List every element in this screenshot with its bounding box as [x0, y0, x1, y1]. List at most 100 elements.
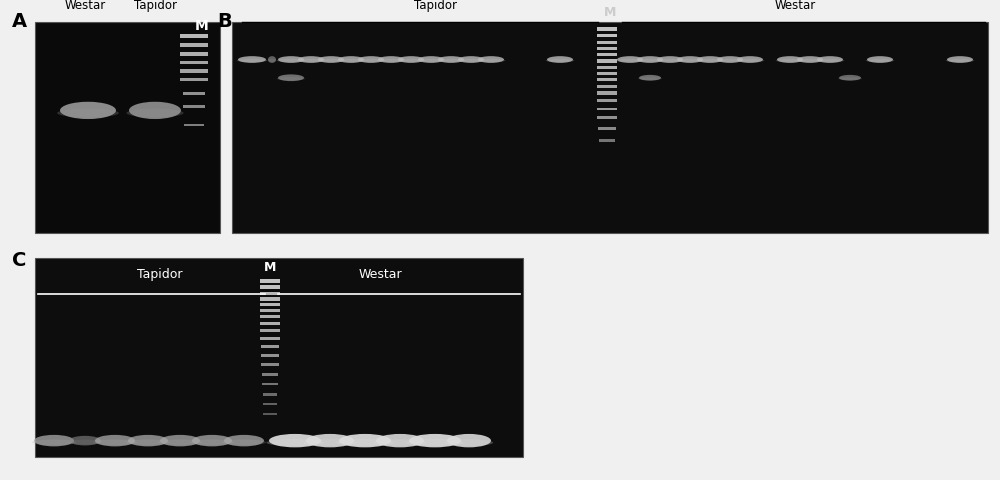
Ellipse shape — [377, 59, 405, 62]
Bar — [260, 285, 280, 288]
Bar — [597, 78, 617, 82]
Ellipse shape — [839, 75, 861, 81]
Ellipse shape — [67, 440, 103, 444]
Bar — [598, 127, 616, 130]
Ellipse shape — [737, 56, 763, 63]
Ellipse shape — [297, 59, 325, 62]
Ellipse shape — [717, 56, 743, 63]
Ellipse shape — [636, 59, 664, 62]
Ellipse shape — [796, 59, 824, 62]
Text: Tapidor: Tapidor — [414, 0, 456, 12]
Bar — [597, 65, 617, 69]
Ellipse shape — [696, 59, 724, 62]
Bar — [597, 116, 617, 119]
Bar — [260, 322, 280, 325]
Ellipse shape — [358, 56, 384, 63]
Ellipse shape — [817, 56, 843, 63]
Ellipse shape — [445, 439, 493, 446]
Bar — [180, 69, 208, 72]
Text: M: M — [195, 19, 209, 33]
Bar — [261, 345, 279, 348]
Text: A: A — [12, 12, 27, 31]
Ellipse shape — [222, 440, 266, 445]
Ellipse shape — [378, 56, 404, 63]
Ellipse shape — [338, 56, 364, 63]
Ellipse shape — [409, 434, 461, 447]
Ellipse shape — [306, 434, 354, 447]
Ellipse shape — [736, 59, 764, 62]
Ellipse shape — [304, 439, 356, 446]
Bar — [35, 22, 220, 233]
Ellipse shape — [477, 59, 505, 62]
Ellipse shape — [776, 59, 804, 62]
Bar — [180, 43, 208, 47]
Ellipse shape — [656, 59, 684, 62]
Text: Tapidor: Tapidor — [134, 0, 176, 12]
Bar — [597, 91, 617, 95]
Ellipse shape — [398, 56, 424, 63]
Ellipse shape — [437, 59, 465, 62]
Bar — [597, 34, 617, 37]
Bar — [180, 60, 208, 64]
Ellipse shape — [269, 434, 321, 447]
Ellipse shape — [268, 56, 276, 63]
Ellipse shape — [95, 435, 135, 446]
Bar — [597, 108, 617, 110]
Text: M: M — [264, 261, 276, 274]
Ellipse shape — [278, 74, 304, 81]
Ellipse shape — [357, 59, 385, 62]
Text: Westar: Westar — [774, 0, 816, 12]
Ellipse shape — [418, 56, 444, 63]
Ellipse shape — [697, 56, 723, 63]
Bar — [597, 59, 617, 62]
Bar — [183, 92, 205, 95]
Bar — [599, 139, 615, 142]
Ellipse shape — [224, 435, 264, 446]
Bar — [263, 394, 277, 396]
Ellipse shape — [57, 108, 119, 117]
Bar — [261, 354, 279, 357]
Ellipse shape — [192, 435, 232, 446]
Bar — [184, 124, 204, 126]
Ellipse shape — [838, 77, 862, 80]
Ellipse shape — [237, 59, 267, 62]
Ellipse shape — [639, 75, 661, 81]
Text: Westar: Westar — [358, 268, 402, 281]
Ellipse shape — [866, 59, 894, 62]
Ellipse shape — [278, 56, 304, 63]
Bar — [261, 363, 279, 366]
Ellipse shape — [337, 59, 365, 62]
Bar — [260, 291, 280, 295]
Ellipse shape — [478, 56, 504, 63]
Ellipse shape — [298, 56, 324, 63]
Ellipse shape — [93, 440, 137, 445]
Bar — [597, 99, 617, 102]
Ellipse shape — [677, 56, 703, 63]
Ellipse shape — [617, 56, 643, 63]
Bar — [597, 53, 617, 56]
Ellipse shape — [616, 59, 644, 62]
Bar — [597, 47, 617, 50]
Ellipse shape — [160, 435, 200, 446]
Bar — [260, 297, 280, 300]
Bar — [260, 337, 280, 340]
Ellipse shape — [268, 59, 276, 62]
Ellipse shape — [676, 59, 704, 62]
Bar — [260, 303, 280, 307]
Ellipse shape — [126, 440, 170, 445]
Ellipse shape — [238, 56, 266, 63]
Bar — [597, 72, 617, 75]
Bar — [260, 309, 280, 312]
Text: C: C — [12, 251, 26, 270]
Bar — [262, 383, 278, 385]
Ellipse shape — [277, 77, 305, 81]
Ellipse shape — [716, 59, 744, 62]
Ellipse shape — [816, 59, 844, 62]
Ellipse shape — [376, 434, 424, 447]
Ellipse shape — [638, 77, 662, 80]
Ellipse shape — [797, 56, 823, 63]
Ellipse shape — [947, 56, 973, 63]
Ellipse shape — [69, 436, 101, 445]
Bar — [35, 258, 523, 457]
Ellipse shape — [277, 59, 305, 62]
